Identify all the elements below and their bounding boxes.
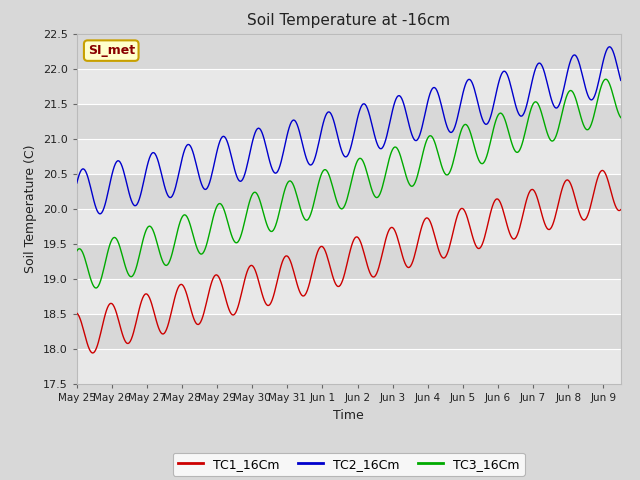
- Legend: TC1_16Cm, TC2_16Cm, TC3_16Cm: TC1_16Cm, TC2_16Cm, TC3_16Cm: [173, 453, 525, 476]
- Bar: [77, 279, 621, 314]
- X-axis label: Time: Time: [333, 408, 364, 421]
- Text: SI_met: SI_met: [88, 44, 135, 57]
- Bar: [77, 69, 621, 104]
- Bar: [77, 139, 621, 174]
- Bar: [77, 209, 621, 244]
- Bar: [77, 314, 621, 349]
- Bar: [77, 244, 621, 279]
- Title: Soil Temperature at -16cm: Soil Temperature at -16cm: [247, 13, 451, 28]
- Bar: [77, 349, 621, 384]
- Y-axis label: Soil Temperature (C): Soil Temperature (C): [24, 144, 37, 273]
- Bar: [77, 104, 621, 139]
- Bar: [77, 174, 621, 209]
- Bar: [77, 34, 621, 69]
